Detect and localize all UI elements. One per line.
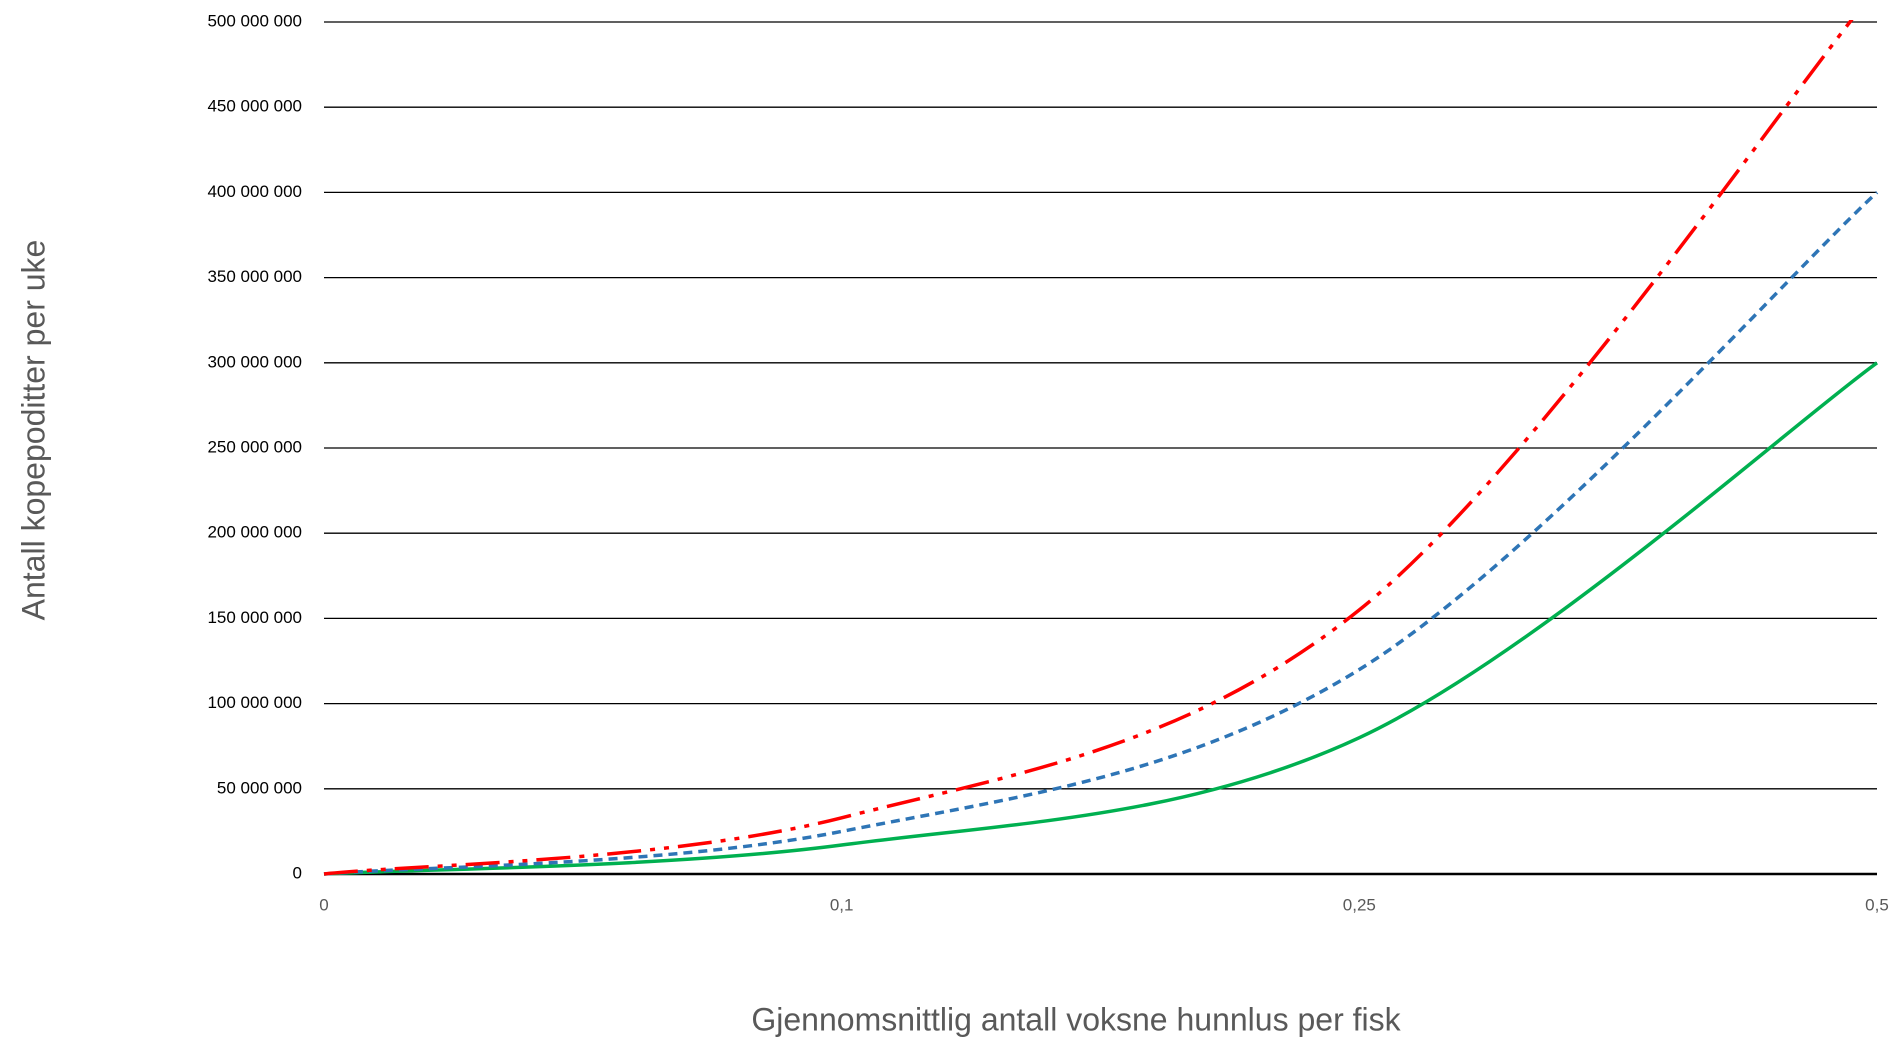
y-tick-label: 400 000 000	[207, 182, 302, 201]
x-tick-label: 0,1	[830, 895, 854, 914]
y-tick-label: 50 000 000	[217, 778, 302, 797]
x-axis-title: Gjennomsnittlig antall voksne hunnlus pe…	[751, 1001, 1401, 1037]
y-tick-label: 250 000 000	[207, 437, 302, 456]
x-tick-label: 0,5	[1865, 895, 1889, 914]
y-tick-label: 350 000 000	[207, 267, 302, 286]
series-line	[323, 191, 1879, 876]
x-tick-label: 0,25	[1343, 895, 1376, 914]
y-tick-label: 500 000 000	[207, 11, 302, 30]
y-tick-label: 150 000 000	[207, 608, 302, 627]
y-tick-label: 100 000 000	[207, 693, 302, 712]
y-tick-label: 0	[293, 863, 302, 882]
y-tick-label: 450 000 000	[207, 97, 302, 116]
series-line	[323, 20, 1854, 876]
y-axis-title: Antall kopepoditter per uke	[15, 240, 51, 621]
y-tick-label: 200 000 000	[207, 523, 302, 542]
x-tick-label: 0	[319, 895, 328, 914]
y-tick-label: 300 000 000	[207, 352, 302, 371]
series-line	[323, 361, 1879, 876]
